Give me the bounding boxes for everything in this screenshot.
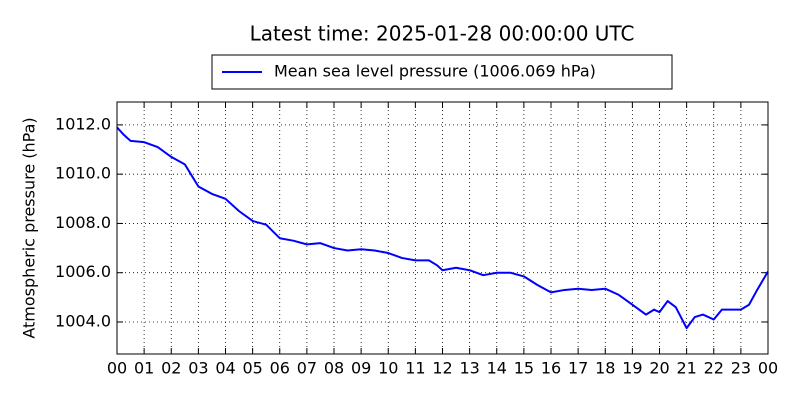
x-tick-label: 18 — [595, 359, 615, 378]
x-tick-label: 14 — [487, 359, 507, 378]
x-tick-label: 01 — [134, 359, 154, 378]
y-tick-label: 1004.0 — [55, 311, 111, 330]
data-line — [116, 126, 769, 330]
x-tick-label: 19 — [622, 359, 642, 378]
y-tick-label: 1008.0 — [55, 213, 111, 232]
x-tick-label: 02 — [161, 359, 181, 378]
x-tick-label: 21 — [676, 359, 696, 378]
legend-label: Mean sea level pressure (1006.069 hPa) — [274, 62, 596, 81]
x-tick-label: 04 — [215, 359, 235, 378]
legend-box — [211, 54, 673, 90]
chart-title: Latest time: 2025-01-28 00:00:00 UTC — [250, 22, 635, 46]
x-tick-label: 11 — [405, 359, 425, 378]
x-tick-label: 22 — [704, 359, 724, 378]
x-tick-label: 00 — [107, 359, 127, 378]
x-tick-label: 17 — [568, 359, 588, 378]
x-tick-label: 05 — [242, 359, 262, 378]
y-axis-label: Atmospheric pressure (hPa) — [20, 117, 39, 338]
x-tick-label: 23 — [731, 359, 751, 378]
x-tick-label: 00 — [758, 359, 778, 378]
x-tick-label: 15 — [514, 359, 534, 378]
x-tick-label: 08 — [324, 359, 344, 378]
x-tick-label: 09 — [351, 359, 371, 378]
x-tick-label: 12 — [432, 359, 452, 378]
x-tick-label: 07 — [297, 359, 317, 378]
x-tick-label: 10 — [378, 359, 398, 378]
x-tick-label: 16 — [541, 359, 561, 378]
y-tick-label: 1006.0 — [55, 262, 111, 281]
y-tick-label: 1012.0 — [55, 114, 111, 133]
x-tick-label: 13 — [459, 359, 479, 378]
x-tick-label: 20 — [649, 359, 669, 378]
y-tick-label: 1010.0 — [55, 164, 111, 183]
x-tick-label: 03 — [188, 359, 208, 378]
x-tick-label: 06 — [270, 359, 290, 378]
plot-frame — [116, 101, 769, 355]
